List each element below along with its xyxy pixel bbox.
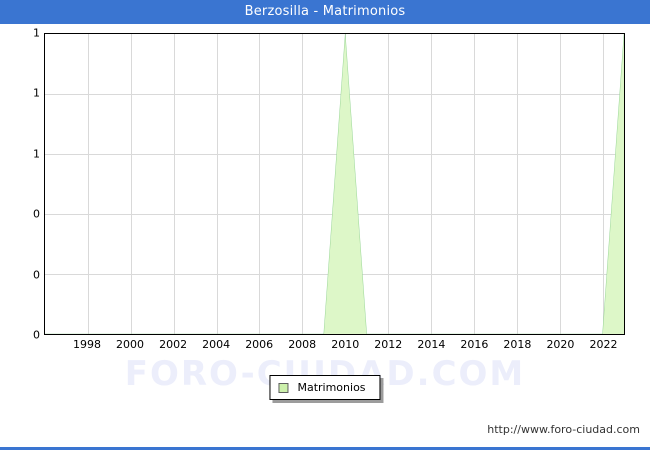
page-title: Berzosilla - Matrimonios xyxy=(0,0,650,24)
y-axis-labels: 1 1 1 0 0 0 xyxy=(0,27,40,342)
x-tick-label: 2006 xyxy=(245,338,274,351)
y-tick-label: 1 xyxy=(33,86,40,100)
x-tick-label: 2002 xyxy=(159,338,188,351)
series-matrimonios xyxy=(45,34,624,334)
y-tick-label: 0 xyxy=(33,268,40,282)
gridline-vertical xyxy=(473,34,475,334)
gridline-vertical xyxy=(87,34,89,334)
x-tick-label: 2000 xyxy=(116,338,145,351)
x-tick-label: 2018 xyxy=(503,338,532,351)
gridline-vertical xyxy=(516,34,518,334)
legend-square-icon xyxy=(278,382,289,393)
gridline-horizontal xyxy=(45,154,624,155)
gridline-vertical xyxy=(388,34,390,334)
x-tick-label: 2012 xyxy=(374,338,403,351)
gridline-vertical xyxy=(216,34,218,334)
gridline-vertical xyxy=(559,34,561,334)
gridline-vertical xyxy=(173,34,175,334)
chart-canvas: 1 1 1 0 0 0 xyxy=(0,24,650,447)
gridline-vertical xyxy=(259,34,261,334)
legend-item-label: Matrimonios xyxy=(297,381,366,394)
x-tick-label: 1998 xyxy=(73,338,102,351)
x-tick-label: 2010 xyxy=(331,338,360,351)
gridline-vertical xyxy=(130,34,132,334)
y-tick-label: 1 xyxy=(33,26,40,40)
y-tick-label: 0 xyxy=(33,207,40,221)
gridline-vertical xyxy=(302,34,304,334)
source-url: http://www.foro-ciudad.com xyxy=(487,423,640,436)
x-tick-label: 2014 xyxy=(417,338,446,351)
x-tick-label: 2022 xyxy=(589,338,618,351)
y-tick-label: 0 xyxy=(33,328,40,342)
gridline-vertical xyxy=(602,34,604,334)
gridline-horizontal xyxy=(45,94,624,95)
chart-legend[interactable]: Matrimonios xyxy=(269,375,381,400)
y-tick-label: 1 xyxy=(33,147,40,161)
x-axis-labels: 1998 2000 2002 2004 2006 2008 2010 2012 … xyxy=(44,338,625,356)
x-tick-label: 2004 xyxy=(202,338,231,351)
gridline-vertical xyxy=(431,34,433,334)
x-tick-label: 2008 xyxy=(288,338,317,351)
plot-area xyxy=(44,33,625,335)
x-tick-label: 2016 xyxy=(460,338,489,351)
x-tick-label: 2020 xyxy=(546,338,575,351)
